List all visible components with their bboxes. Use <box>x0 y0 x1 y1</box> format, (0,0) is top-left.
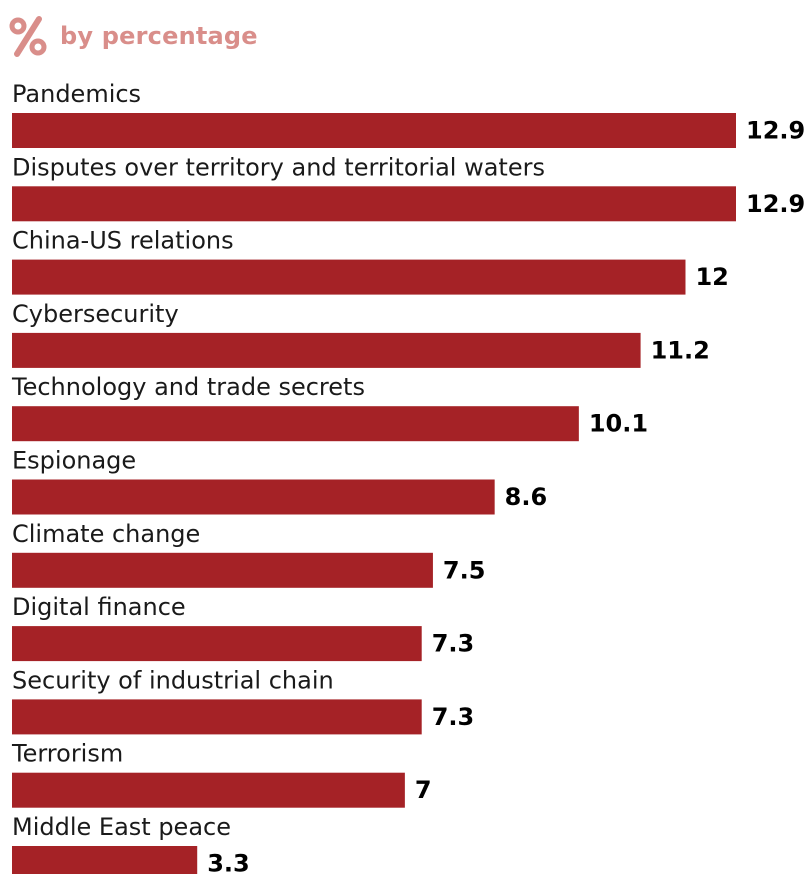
category-label-espionage: Espionage <box>12 447 136 475</box>
category-label-disputes-over-territory-and-territorial-waters: Disputes over territory and territorial … <box>12 153 545 181</box>
value-label-terrorism: 7 <box>415 776 432 804</box>
bar-cybersecurity <box>12 332 641 368</box>
value-label-pandemics: 12.9 <box>746 117 805 145</box>
percent-icon <box>9 16 47 57</box>
bar-espionage <box>12 479 495 515</box>
category-label-china-us-relations: China-US relations <box>12 227 234 255</box>
category-label-terrorism: Terrorism <box>11 740 123 768</box>
chart-subtitle: by percentage <box>60 22 258 50</box>
bar-terrorism <box>12 772 405 808</box>
category-label-digital-finance: Digital finance <box>12 593 186 621</box>
value-label-china-us-relations: 12 <box>695 263 728 291</box>
bar-technology-and-trade-secrets <box>12 406 579 442</box>
bar-digital-finance <box>12 626 422 662</box>
bar-middle-east-peace <box>12 846 198 874</box>
bar-pandemics <box>12 113 736 148</box>
category-label-climate-change: Climate change <box>12 520 200 548</box>
value-label-digital-finance: 7.3 <box>432 630 475 658</box>
chart-header: by percentage <box>8 14 258 58</box>
value-label-espionage: 8.6 <box>505 483 548 511</box>
category-label-security-of-industrial-chain: Security of industrial chain <box>12 666 334 694</box>
value-label-disputes-over-territory-and-territorial-waters: 12.9 <box>746 190 805 218</box>
bar-security-of-industrial-chain <box>12 699 422 735</box>
category-label-pandemics: Pandemics <box>12 80 141 108</box>
value-label-cybersecurity: 11.2 <box>651 336 710 364</box>
value-label-climate-change: 7.5 <box>443 556 486 584</box>
category-label-cybersecurity: Cybersecurity <box>12 300 179 328</box>
value-label-technology-and-trade-secrets: 10.1 <box>589 410 648 438</box>
bar-climate-change <box>12 552 433 588</box>
bar-disputes-over-territory-and-territorial-waters <box>12 186 736 222</box>
bar-china-us-relations <box>12 259 686 295</box>
value-label-middle-east-peace: 3.3 <box>207 850 250 874</box>
category-label-technology-and-trade-secrets: Technology and trade secrets <box>11 373 365 401</box>
category-label-middle-east-peace: Middle East peace <box>12 813 231 841</box>
value-label-security-of-industrial-chain: 7.3 <box>432 703 475 731</box>
